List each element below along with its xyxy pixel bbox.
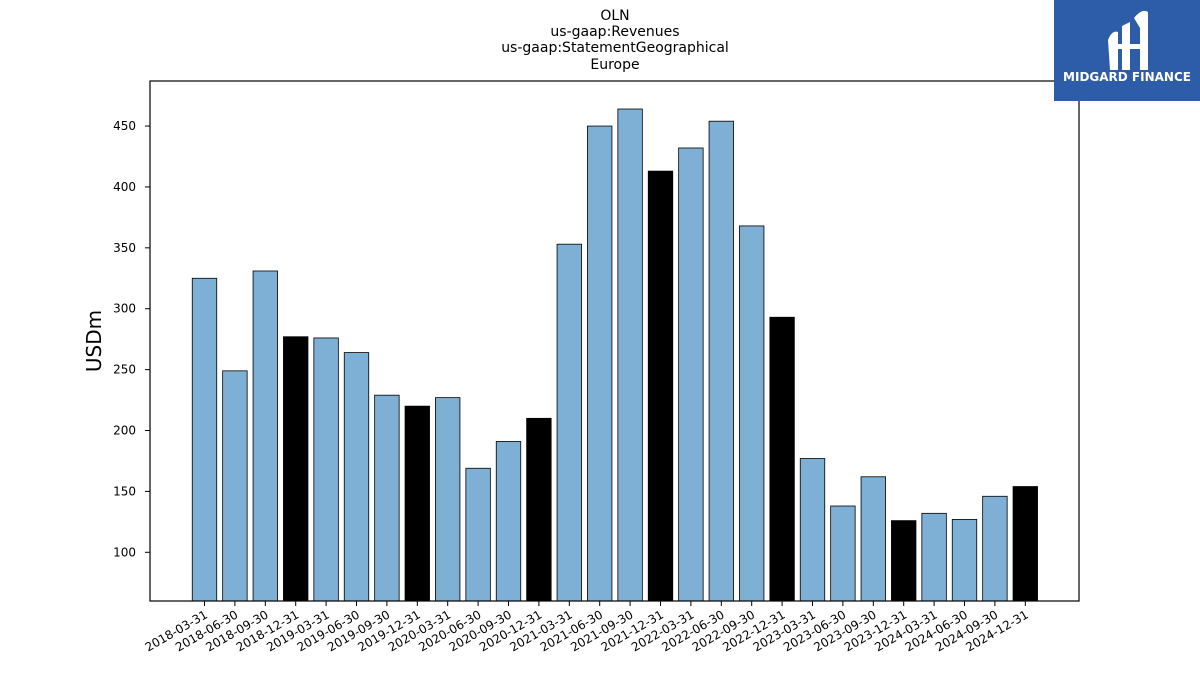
y-axis-ticks: 100 150 200 250 300 350 400 450 <box>113 119 150 559</box>
bar-2018-12-31 <box>283 336 309 602</box>
bar-2018-03-31 <box>191 277 218 602</box>
title-line-2: us-gaap:Revenues <box>550 24 679 40</box>
y-axis-label: USDm <box>82 310 106 372</box>
title-line-1: OLN <box>600 8 629 24</box>
bar-2021-12-31 <box>647 170 674 602</box>
bar-2023-06-30 <box>830 505 856 602</box>
midgard-finance-logo: MIDGARD FINANCE <box>1054 0 1200 101</box>
bar-2020-09-30 <box>495 441 522 602</box>
y-tick-label: 300 <box>113 302 136 316</box>
bar-2019-06-30 <box>343 352 370 602</box>
bar-2021-09-30 <box>617 108 643 602</box>
bar-2024-06-30 <box>951 519 978 602</box>
bar-2024-03-31 <box>921 512 947 602</box>
bar-2019-12-31 <box>404 405 430 602</box>
x-axis-ticks: 2018-03-312018-06-302018-09-302018-12-31… <box>143 601 1031 654</box>
bars-group <box>191 108 1038 602</box>
bar-2023-12-31 <box>891 520 917 602</box>
bar-2022-06-30 <box>708 120 734 602</box>
plot-frame <box>149 80 1080 602</box>
y-tick-label: 250 <box>113 363 136 377</box>
bar-2021-03-31 <box>556 243 582 602</box>
bar-2022-12-31 <box>769 316 795 602</box>
bar-2021-06-30 <box>587 125 613 602</box>
bar-2019-03-31 <box>313 337 339 602</box>
chart-title: OLN us-gaap:Revenues us-gaap:StatementGe… <box>501 8 729 73</box>
title-line-3: us-gaap:StatementGeographical <box>501 40 729 56</box>
y-tick-label: 100 <box>113 545 136 559</box>
bar-2019-09-30 <box>374 394 400 602</box>
bar-2022-03-31 <box>678 147 704 602</box>
bar-2020-03-31 <box>435 397 461 602</box>
y-tick-label: 150 <box>113 484 136 498</box>
bar-2018-06-30 <box>222 370 248 602</box>
y-tick-label: 350 <box>113 241 136 255</box>
bar-2022-09-30 <box>739 225 765 602</box>
y-tick-label: 200 <box>113 424 136 438</box>
title-line-4: Europe <box>590 57 639 73</box>
bar-2024-12-31 <box>1012 486 1038 602</box>
logo-mark-icon <box>1108 10 1148 70</box>
bar-2018-09-30 <box>252 270 278 602</box>
bar-2023-09-30 <box>860 476 886 602</box>
bar-2020-06-30 <box>465 467 491 602</box>
y-tick-label: 400 <box>113 180 136 194</box>
y-tick-label: 450 <box>113 119 136 133</box>
bar-2023-03-31 <box>799 458 826 602</box>
bar-2024-09-30 <box>982 495 1008 602</box>
bar-2020-12-31 <box>526 417 552 602</box>
logo-text: MIDGARD FINANCE <box>1063 70 1191 84</box>
